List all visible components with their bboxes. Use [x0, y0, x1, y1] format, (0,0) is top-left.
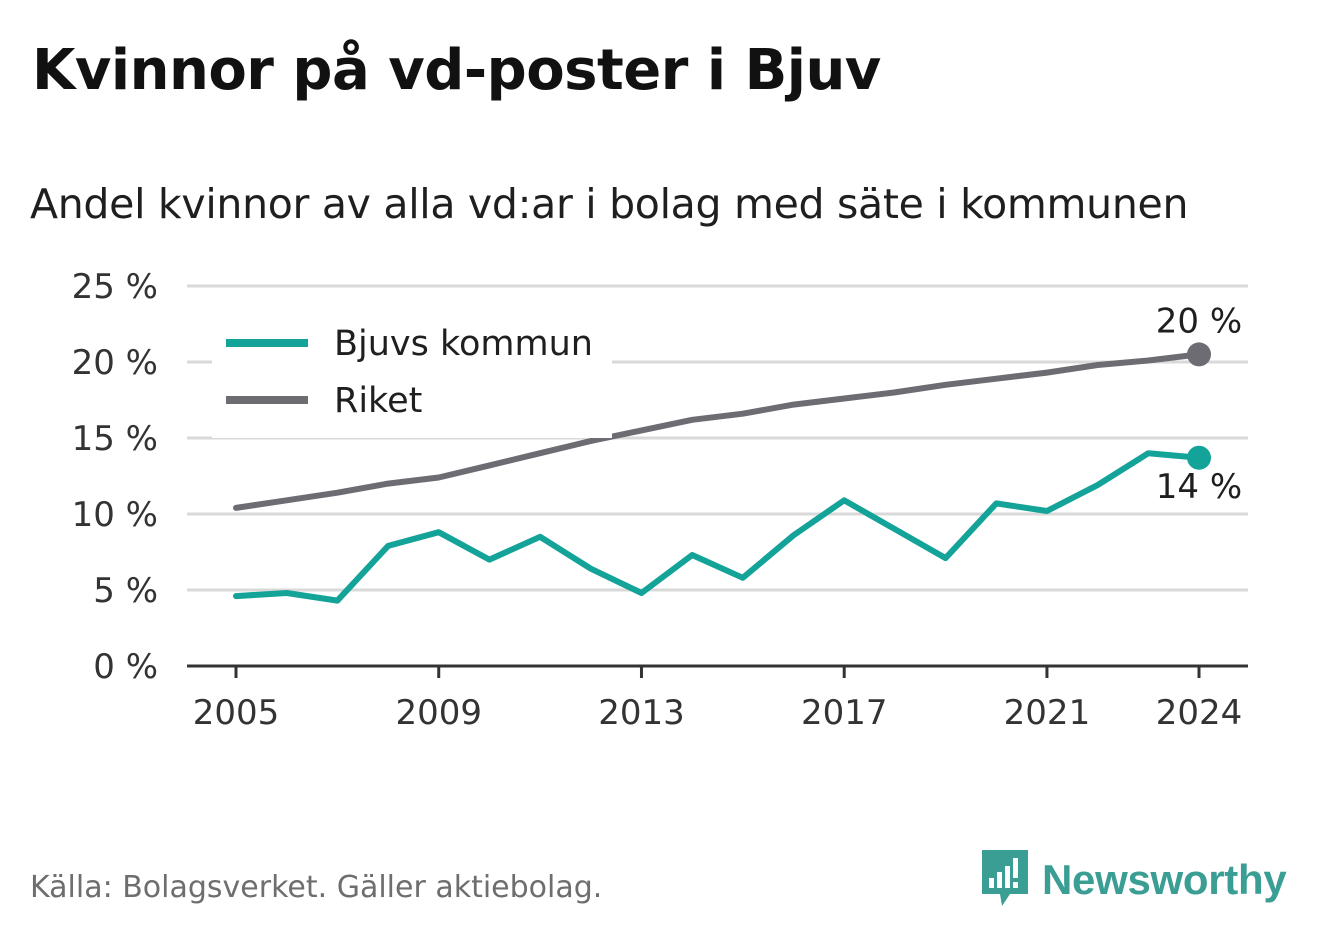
chart-title: Kvinnor på vd-poster i Bjuv [32, 38, 881, 103]
y-tick-label: 20 % [72, 343, 158, 383]
y-tick-label: 25 % [72, 267, 158, 307]
legend: Bjuvs kommun Riket [212, 318, 612, 438]
x-tick-label: 2017 [801, 693, 888, 733]
brand-logo[interactable]: Newsworthy [980, 848, 1287, 912]
brand-name: Newsworthy [1042, 856, 1287, 903]
legend-label-bjuvs-kommun: Bjuvs kommun [334, 324, 593, 364]
end-marker-riket [1187, 342, 1211, 367]
legend-background [212, 318, 612, 438]
newsworthy-chart-logo-icon [980, 848, 1030, 912]
source-note: Källa: Bolagsverket. Gäller aktiebolag. [30, 870, 603, 905]
x-tick-label: 2009 [395, 693, 482, 733]
y-tick-label: 10 % [72, 495, 158, 535]
y-tick-label: 0 % [93, 647, 158, 687]
x-axis-tick-labels: 2005 2009 2013 2017 2021 2024 [193, 693, 1243, 733]
end-markers: 20 % 14 % [1156, 301, 1242, 506]
x-tick-label: 2005 [193, 693, 280, 733]
series-line-bjuvs-kommun [233, 450, 1202, 604]
line-chart: 0 %5 %10 %15 %20 %25 % 2005 2009 2013 2017 2… [72, 267, 1248, 733]
legend-label-riket: Riket [334, 381, 422, 421]
x-tick-label: 2013 [598, 693, 685, 733]
chart-subtitle: Andel kvinnor av alla vd:ar i bolag med … [30, 180, 1189, 228]
end-label-bjuvs-kommun: 14 % [1156, 467, 1242, 507]
series-line-riket [233, 351, 1202, 511]
end-label-riket: 20 % [1156, 301, 1242, 341]
x-axis-ticks [234, 666, 1201, 678]
y-axis-tick-labels: 0 % 5 % 10 % 15 % 20 % 25 % [72, 267, 158, 687]
y-tick-label: 15 % [72, 419, 158, 459]
x-tick-label: 2021 [1004, 693, 1091, 733]
series-lines [233, 351, 1202, 604]
y-tick-label: 5 % [93, 571, 158, 611]
x-tick-label: 2024 [1156, 693, 1243, 733]
end-marker-bjuvs-kommun [1187, 445, 1211, 470]
